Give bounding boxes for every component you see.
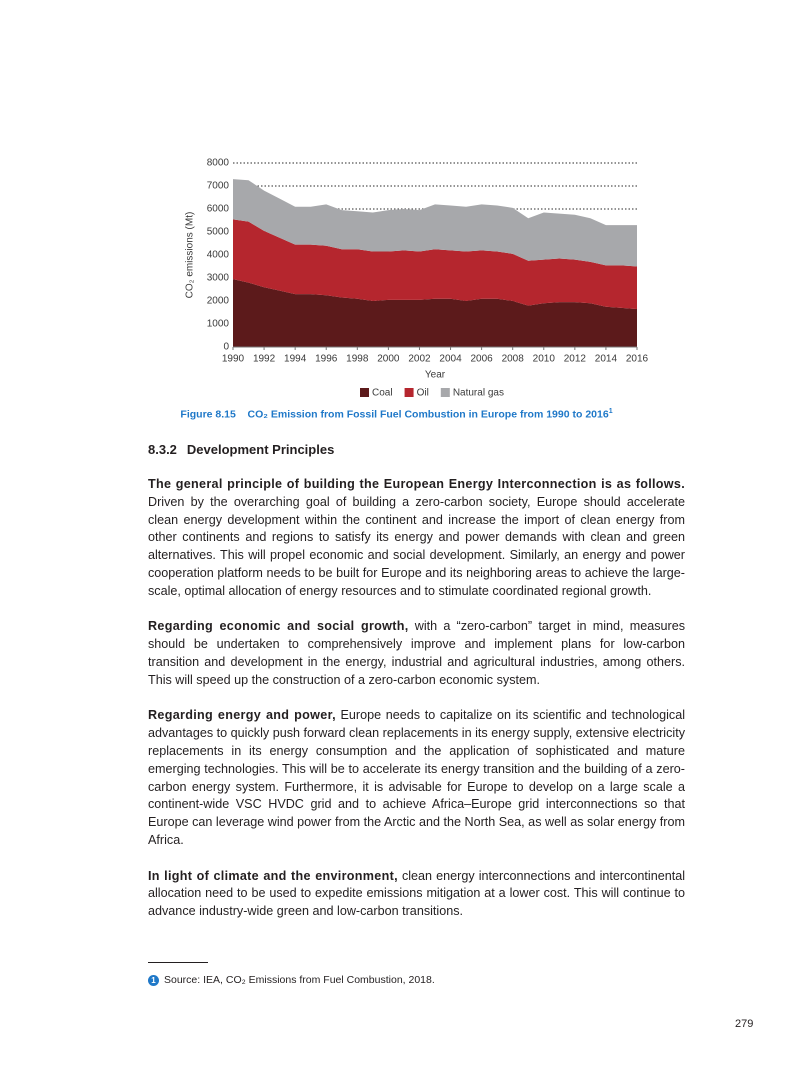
y-tick-label: 6000 (207, 204, 230, 215)
paragraph: In light of climate and the environment,… (148, 868, 685, 921)
paragraph-text: Europe needs to capitalize on its scient… (148, 708, 686, 847)
figure-caption: Figure 8.15 CO₂ Emission from Fossil Fue… (0, 408, 793, 421)
paragraph-lead: Regarding economic and social growth, (148, 619, 409, 634)
x-tick-label: 1994 (284, 354, 307, 365)
x-tick-label: 2004 (439, 354, 462, 365)
legend-swatch (360, 388, 369, 397)
paragraph-lead: The general principle of building the Eu… (148, 477, 685, 491)
y-axis-title: CO₂ emissions (Mt) (185, 212, 196, 299)
paragraph-lead: In light of climate and the environment, (148, 868, 398, 883)
area (233, 279, 637, 347)
legend-swatch (440, 388, 450, 397)
y-tick-label: 3000 (207, 273, 230, 284)
y-tick-label: 0 (223, 342, 229, 353)
figure-title: CO₂ Emission from Fossil Fuel Combustion… (247, 408, 609, 421)
footnote-rule (148, 962, 208, 963)
footnote-marker: 1 (148, 975, 159, 986)
legend-label: Natural gas (453, 388, 504, 399)
x-tick-label: 2010 (533, 354, 556, 365)
paragraph: Regarding energy and power, Europe needs… (148, 707, 685, 849)
x-tick-label: 2006 (470, 354, 493, 365)
paragraph: The general principle of building the Eu… (148, 476, 685, 601)
paragraph: Regarding economic and social growth, wi… (148, 618, 685, 689)
x-tick-label: 2014 (595, 354, 618, 365)
section-heading: 8.3.2 Development Principles (148, 442, 334, 457)
chart: CO₂ emissions (Mt) Year 0 1000 2000 3000 400… (185, 158, 649, 399)
x-tick-label: 2012 (564, 354, 587, 365)
footnote-text: Source: IEA, CO₂ Emissions from Fuel Com… (164, 974, 435, 986)
section-number: 8.3.2 (148, 442, 177, 457)
x-tick-label: 2002 (408, 354, 431, 365)
paragraph-text: with a “zero-carbon” target in mind, mea… (148, 619, 686, 687)
paragraph-text: clean energy interconnections and interc… (148, 868, 686, 919)
y-tick-label: 7000 (207, 181, 230, 192)
x-tick-label: 1998 (346, 354, 369, 365)
y-tick-label: 4000 (207, 250, 230, 261)
x-tick-label: 1990 (222, 354, 245, 365)
x-axis-title: Year (425, 370, 446, 381)
y-tick-label: 8000 (207, 158, 230, 169)
x-tick-label: 1992 (253, 354, 276, 365)
page-number: 279 (735, 1018, 754, 1030)
footnote: 1 Source: IEA, CO₂ Emissions from Fuel Co… (148, 974, 435, 986)
legend-label: Oil (417, 388, 429, 399)
paragraph-text: Driven by the overarching goal of buildi… (148, 494, 685, 598)
x-tick-label: 2008 (502, 354, 525, 365)
x-tick-label: 2000 (377, 354, 400, 365)
y-tick-label: 1000 (207, 319, 230, 330)
section-title: Development Principles (186, 442, 335, 457)
x-tick-label: 1996 (315, 354, 338, 365)
body-text: The general principle of building the Eu… (148, 476, 685, 939)
legend-swatch (404, 388, 414, 397)
area (233, 179, 637, 267)
area (233, 219, 637, 310)
x-tick-label: 2016 (626, 354, 649, 365)
y-tick-label: 5000 (207, 227, 230, 238)
note-marker: 1 (608, 408, 613, 415)
paragraph-lead: Regarding energy and power, (148, 708, 336, 723)
y-tick-label: 2000 (207, 296, 230, 307)
legend-label: Coal (372, 388, 393, 399)
legend: Coal Oil Natural gas (360, 388, 504, 399)
figure-label: Figure 8.15 (180, 408, 236, 421)
